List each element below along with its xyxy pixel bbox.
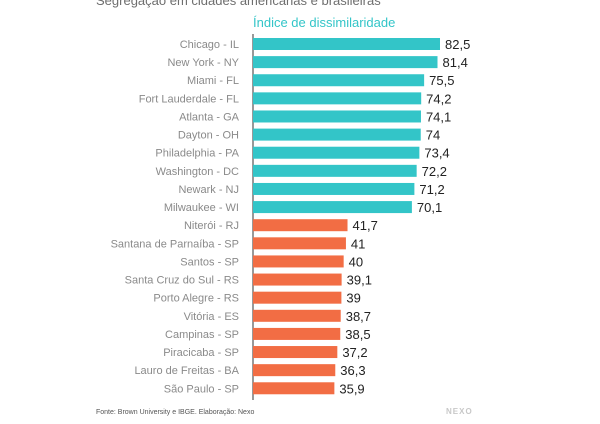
value-label: 39,1 bbox=[347, 273, 372, 288]
bar bbox=[253, 38, 440, 50]
category-label: Washington - DC bbox=[156, 166, 239, 178]
bar bbox=[253, 74, 425, 87]
category-label: Fort Lauderdale - FL bbox=[139, 93, 239, 105]
bar bbox=[253, 327, 341, 340]
bar bbox=[253, 309, 341, 322]
category-label: Porto Alegre - RS bbox=[153, 293, 239, 305]
value-label: 35,9 bbox=[339, 381, 364, 396]
value-label: 81,4 bbox=[443, 55, 468, 70]
category-label: New York - NY bbox=[167, 57, 239, 69]
bar bbox=[253, 219, 348, 232]
value-label: 37,2 bbox=[342, 345, 367, 360]
value-label: 40 bbox=[349, 254, 363, 269]
category-label: Chicago - IL bbox=[180, 39, 239, 51]
bar bbox=[253, 56, 438, 69]
bar bbox=[253, 164, 417, 177]
category-label: Newark - NJ bbox=[178, 184, 239, 196]
value-label: 38,7 bbox=[346, 309, 371, 324]
category-label: Milwaukee - WI bbox=[164, 202, 239, 214]
value-label: 38,5 bbox=[345, 327, 370, 342]
bar bbox=[253, 291, 342, 304]
value-label: 72,2 bbox=[422, 164, 447, 179]
category-label: Miami - FL bbox=[187, 75, 239, 87]
category-label: Santos - SP bbox=[180, 256, 239, 268]
bar bbox=[253, 201, 412, 214]
category-label: Lauro de Freitas - BA bbox=[134, 365, 239, 377]
bar bbox=[253, 382, 335, 395]
value-label: 70,1 bbox=[417, 200, 442, 215]
category-label: Campinas - SP bbox=[165, 329, 239, 341]
category-label: Niterói - RJ bbox=[184, 220, 239, 232]
chart-title: Segregação em cidades americanas e brasi… bbox=[96, 0, 381, 8]
legend-label: Índice de dissimilaridade bbox=[253, 15, 396, 30]
category-label: Vitória - ES bbox=[184, 311, 239, 323]
value-label: 39 bbox=[346, 291, 360, 306]
value-label: 74 bbox=[426, 128, 440, 143]
category-label: Santana de Parnaíba - SP bbox=[111, 238, 239, 250]
value-label: 71,2 bbox=[419, 182, 444, 197]
category-label: Atlanta - GA bbox=[179, 111, 240, 123]
brand-logo: NEXO bbox=[446, 407, 473, 416]
category-label: Dayton - OH bbox=[178, 130, 239, 142]
value-label: 41,7 bbox=[353, 218, 378, 233]
value-label: 82,5 bbox=[445, 37, 470, 52]
bar bbox=[253, 237, 346, 250]
bar bbox=[253, 346, 338, 359]
bar bbox=[253, 146, 420, 159]
bar bbox=[253, 110, 421, 123]
category-label: Santa Cruz do Sul - RS bbox=[125, 275, 239, 287]
bar bbox=[253, 182, 415, 195]
value-label: 36,3 bbox=[340, 363, 365, 378]
value-label: 41 bbox=[351, 236, 365, 251]
value-label: 74,2 bbox=[426, 91, 451, 106]
value-label: 75,5 bbox=[429, 73, 454, 88]
category-label: Philadelphia - PA bbox=[155, 148, 239, 160]
bar bbox=[253, 255, 344, 268]
value-label: 74,1 bbox=[426, 109, 451, 124]
bar bbox=[253, 92, 422, 105]
category-label: Piracicaba - SP bbox=[163, 347, 239, 359]
value-label: 73,4 bbox=[424, 146, 449, 161]
bar bbox=[253, 273, 342, 286]
bar bbox=[253, 128, 421, 141]
category-label: São Paulo - SP bbox=[164, 383, 239, 395]
bar bbox=[253, 364, 336, 377]
source-note: Fonte: Brown University e IBGE. Elaboraç… bbox=[96, 409, 255, 416]
